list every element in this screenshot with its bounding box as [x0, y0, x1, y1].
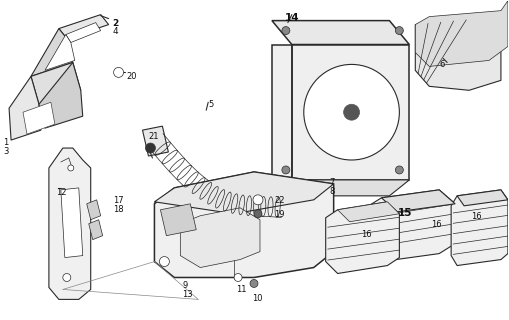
- Polygon shape: [49, 148, 91, 300]
- Text: 14: 14: [285, 13, 299, 23]
- Polygon shape: [59, 15, 108, 38]
- Polygon shape: [154, 172, 334, 277]
- Circle shape: [282, 166, 290, 174]
- Circle shape: [159, 257, 169, 267]
- Polygon shape: [337, 202, 400, 222]
- Polygon shape: [254, 180, 409, 196]
- Text: 3: 3: [3, 147, 9, 156]
- Polygon shape: [381, 190, 455, 212]
- Polygon shape: [23, 102, 55, 134]
- Text: 17: 17: [112, 196, 123, 205]
- Polygon shape: [280, 196, 306, 238]
- Text: 6: 6: [439, 60, 444, 69]
- Polygon shape: [272, 44, 292, 180]
- Text: 1: 1: [3, 138, 8, 147]
- Circle shape: [68, 165, 74, 171]
- Polygon shape: [143, 126, 168, 156]
- Text: 4: 4: [112, 27, 118, 36]
- Text: 16: 16: [431, 220, 442, 229]
- Circle shape: [344, 104, 359, 120]
- Polygon shape: [457, 190, 508, 206]
- Polygon shape: [365, 190, 455, 261]
- Polygon shape: [415, 1, 508, 67]
- Polygon shape: [326, 202, 400, 274]
- Polygon shape: [154, 172, 334, 214]
- Polygon shape: [61, 188, 83, 258]
- Circle shape: [146, 143, 155, 153]
- Text: 21: 21: [149, 132, 159, 141]
- Text: 16: 16: [361, 230, 372, 239]
- Text: 11: 11: [236, 285, 246, 294]
- Polygon shape: [39, 62, 83, 128]
- Circle shape: [250, 279, 258, 287]
- Polygon shape: [292, 44, 409, 180]
- Polygon shape: [31, 62, 81, 104]
- Polygon shape: [9, 76, 41, 140]
- Circle shape: [253, 195, 263, 205]
- Text: 2: 2: [112, 19, 119, 28]
- Polygon shape: [87, 200, 101, 220]
- Polygon shape: [415, 19, 501, 90]
- Polygon shape: [286, 180, 330, 238]
- Polygon shape: [89, 220, 103, 240]
- Text: 7: 7: [330, 178, 335, 187]
- Text: 20: 20: [127, 72, 137, 81]
- Polygon shape: [66, 23, 101, 43]
- Text: 18: 18: [112, 205, 123, 214]
- Polygon shape: [272, 20, 409, 44]
- Circle shape: [282, 27, 290, 35]
- Circle shape: [114, 68, 124, 77]
- Text: 13: 13: [182, 291, 193, 300]
- Text: 22: 22: [274, 196, 285, 205]
- Text: 8: 8: [330, 187, 335, 196]
- Polygon shape: [451, 190, 508, 266]
- Circle shape: [63, 274, 71, 282]
- Text: 16: 16: [471, 212, 482, 221]
- Polygon shape: [180, 208, 260, 268]
- Polygon shape: [45, 35, 75, 70]
- Circle shape: [304, 64, 400, 160]
- Text: 5: 5: [208, 100, 213, 109]
- Circle shape: [254, 210, 262, 218]
- Text: 19: 19: [274, 210, 285, 219]
- Circle shape: [395, 166, 403, 174]
- Circle shape: [234, 274, 242, 282]
- Polygon shape: [31, 28, 73, 76]
- Polygon shape: [160, 204, 196, 236]
- Circle shape: [395, 27, 403, 35]
- Text: 10: 10: [252, 294, 263, 303]
- Text: 9: 9: [182, 282, 187, 291]
- Text: 15: 15: [398, 208, 412, 218]
- Text: 12: 12: [56, 188, 66, 197]
